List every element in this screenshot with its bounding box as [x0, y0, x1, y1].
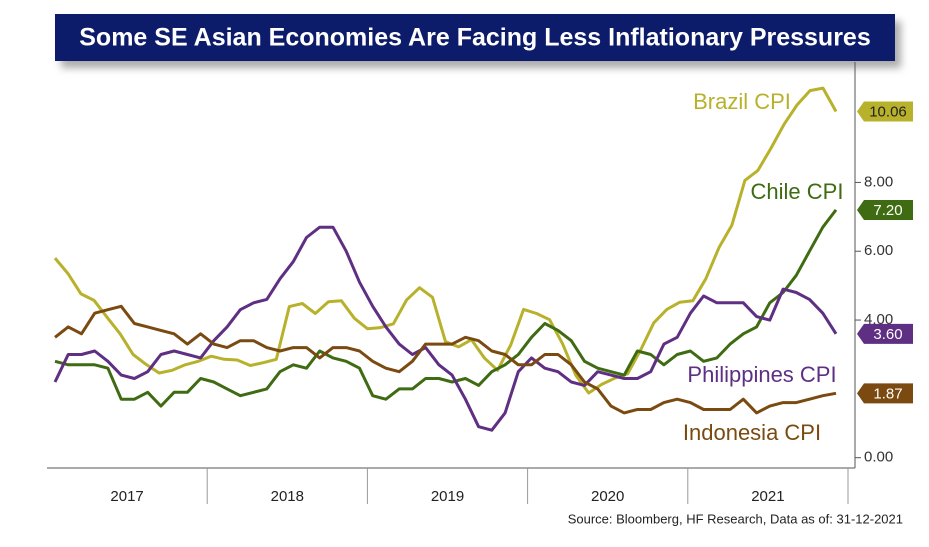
- end-label-box: [857, 199, 913, 220]
- end-label-box: [857, 323, 913, 344]
- x-tick-label: 2021: [751, 488, 784, 505]
- x-tick-label: 2020: [591, 488, 624, 505]
- end-label: 10.06: [869, 104, 907, 121]
- source: Source: Bloomberg, HF Research, Data as …: [568, 511, 903, 526]
- chart-title: Some SE Asian Economies Are Facing Less …: [79, 24, 871, 52]
- series-label: Philippines CPI: [687, 362, 836, 387]
- x-tick-label: 2017: [110, 488, 143, 505]
- y-tick-label: 6.00: [864, 242, 893, 259]
- x-tick-label: 2019: [431, 488, 464, 505]
- series-line: [54, 208, 838, 408]
- x-tick-label: 2018: [271, 488, 304, 505]
- end-label-box: [857, 101, 913, 122]
- y-tick-label: 8.00: [864, 173, 893, 190]
- series-line: [53, 86, 838, 395]
- end-label-box: [857, 383, 913, 404]
- series-label: Indonesia CPI: [683, 420, 821, 445]
- y-tick-label: 4.00: [864, 311, 893, 328]
- series-line: [53, 225, 838, 432]
- series-label: Chile CPI: [751, 179, 844, 204]
- series-line: [54, 304, 837, 415]
- end-label: 1.87: [873, 385, 902, 402]
- end-label: 7.20: [873, 202, 902, 219]
- end-label: 3.60: [873, 326, 902, 343]
- title-banner: [55, 14, 895, 61]
- y-tick-label: 0.00: [864, 449, 893, 466]
- series-label: Brazil CPI: [693, 89, 791, 114]
